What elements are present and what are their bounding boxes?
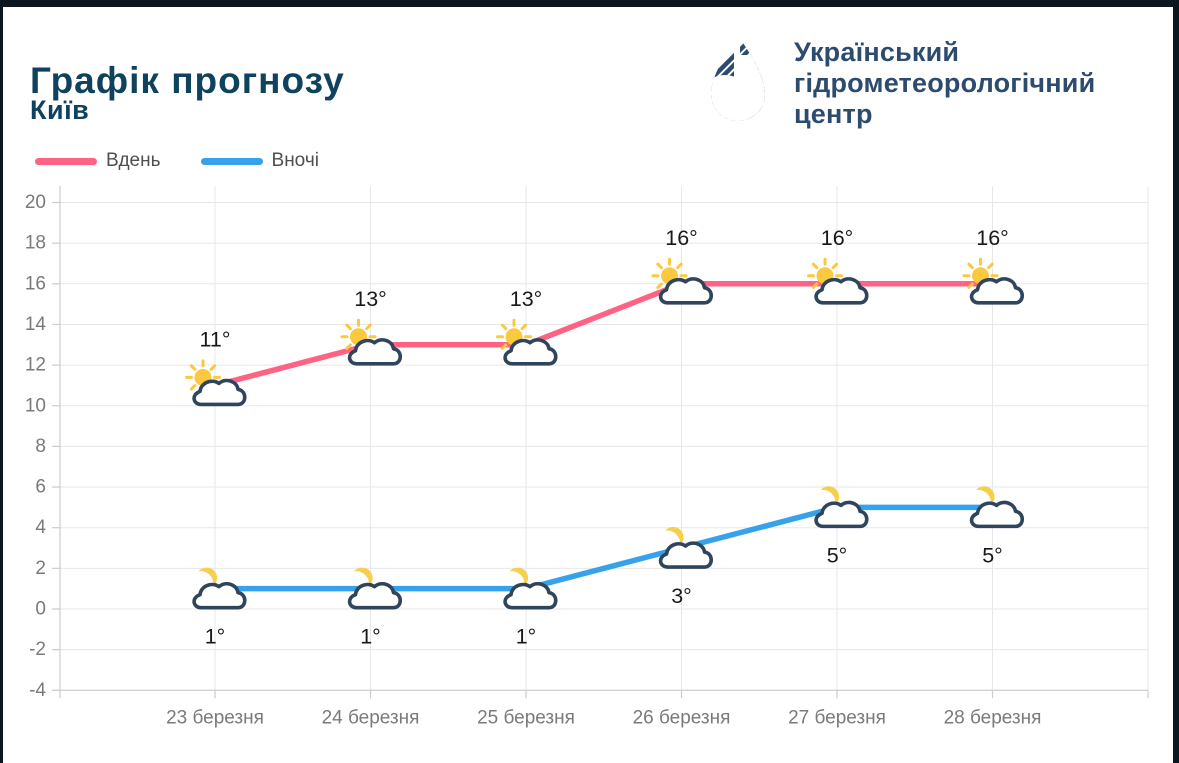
point-value-label: 11° xyxy=(200,327,231,351)
x-axis-tick-label: 26 березня xyxy=(633,708,731,729)
x-axis-tick-label: 23 березня xyxy=(166,708,264,729)
night-series-line xyxy=(212,504,996,592)
legend-swatch-day xyxy=(35,157,97,165)
point-value-label: 13° xyxy=(510,287,543,311)
y-axis-tick-label: 0 xyxy=(35,599,46,620)
point-value-label: 13° xyxy=(354,287,387,311)
logo-droplet-icon xyxy=(711,36,765,121)
city-label: Київ xyxy=(30,95,90,125)
y-axis-tick-label: 12 xyxy=(25,355,46,376)
x-axis-tick-label: 27 березня xyxy=(788,708,886,729)
legend-swatch-night xyxy=(200,157,263,165)
y-axis-tick-label: -2 xyxy=(29,639,46,660)
chart-legend: Вдень Вночі xyxy=(35,150,319,172)
y-axis-tick-label: 10 xyxy=(25,395,46,416)
sun-cloud-icon xyxy=(962,257,1025,305)
y-axis-tick-label: 2 xyxy=(35,558,46,579)
org-name-line-2: гідрометеорологічний xyxy=(794,68,1096,98)
sun-cloud-icon xyxy=(185,359,247,407)
org-logo-text: Український гідрометеорологічний центр xyxy=(794,37,1095,130)
org-name-line-1: Український xyxy=(794,37,960,67)
moon-cloud-icon xyxy=(969,486,1025,529)
gridlines xyxy=(60,186,1149,691)
moon-cloud-icon xyxy=(658,526,714,569)
x-axis-tick-label: 24 березня xyxy=(322,708,420,729)
y-axis-tick-label: 20 xyxy=(25,192,46,213)
sun-cloud-icon xyxy=(340,318,403,366)
weather-icons xyxy=(185,257,1025,610)
sun-cloud-icon xyxy=(496,318,558,366)
moon-cloud-icon xyxy=(192,567,247,610)
axes xyxy=(52,186,1149,699)
point-value-label: 1° xyxy=(205,625,226,649)
page-title: Графік прогнозу xyxy=(30,59,345,101)
point-value-label: 16° xyxy=(665,226,698,250)
legend-label-night: Вночі xyxy=(271,150,319,171)
y-axis-tick-label: 16 xyxy=(25,273,46,294)
point-value-label: 3° xyxy=(671,584,692,608)
y-axis-tick-label: -4 xyxy=(29,680,46,701)
point-value-label: 5° xyxy=(982,543,1003,567)
x-axis-tick-label: 25 березня xyxy=(477,708,575,729)
moon-cloud-icon xyxy=(347,567,403,610)
sun-cloud-icon xyxy=(807,257,869,305)
day-series-line xyxy=(212,281,996,389)
x-axis-tick-label: 28 березня xyxy=(944,708,1042,729)
point-value-label: 16° xyxy=(821,226,854,250)
y-axis-tick-label: 18 xyxy=(25,233,46,254)
legend-label-day: Вдень xyxy=(106,150,161,171)
point-value-label: 1° xyxy=(516,625,537,649)
point-value-label: 5° xyxy=(827,543,848,567)
series-lines xyxy=(212,281,996,592)
moon-cloud-icon xyxy=(503,567,558,610)
point-value-label: 1° xyxy=(360,625,381,649)
y-axis-tick-label: 14 xyxy=(25,314,47,335)
org-name-line-3: центр xyxy=(794,99,873,129)
sun-cloud-icon xyxy=(651,257,714,305)
org-logo: Український гідрометеорологічний центр xyxy=(707,35,1095,130)
point-value-label: 16° xyxy=(976,226,1009,250)
y-axis-tick-label: 6 xyxy=(35,477,46,498)
y-axis-tick-label: 8 xyxy=(35,436,46,457)
moon-cloud-icon xyxy=(814,486,869,529)
y-axis-tick-label: 4 xyxy=(35,517,46,538)
